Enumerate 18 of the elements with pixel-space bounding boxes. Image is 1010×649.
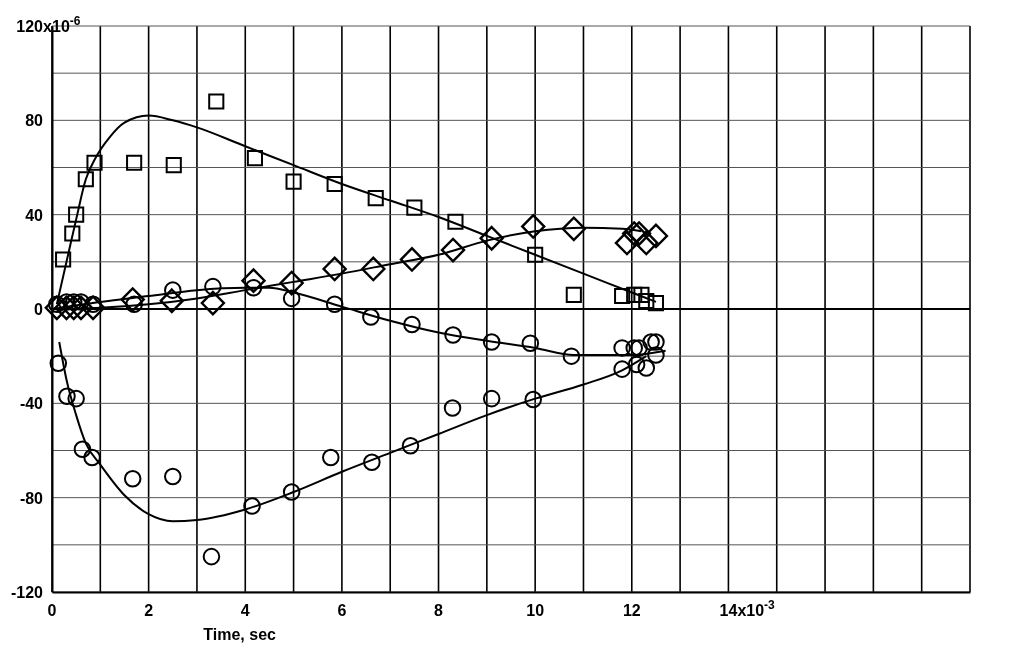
text: x10$^{-3}$	[737, 598, 776, 619]
y-tick-label: -80	[19, 489, 44, 507]
x-axis-title: Time, sec	[203, 626, 277, 643]
y-tick-label: 120	[16, 18, 44, 35]
y-tick-label: 40	[25, 206, 44, 224]
y-tick-label: 80	[25, 112, 44, 130]
annotation: x10$^{-6}$	[43, 14, 81, 35]
x-tick-label: 4	[240, 602, 250, 619]
x-tick-label: 0	[47, 602, 57, 619]
x-tick-label: 10	[526, 602, 545, 619]
y-tick-label: 0	[34, 301, 44, 318]
x-tick-label: 8	[434, 602, 444, 619]
x-tick-label: 12	[622, 602, 641, 619]
y-tick-label: -120	[10, 584, 44, 601]
x-tick-label: 6	[337, 602, 347, 619]
y-tick-label: -40	[19, 395, 44, 413]
x-tick-label: 2	[144, 602, 154, 619]
x-tick-label: 14	[719, 602, 738, 619]
